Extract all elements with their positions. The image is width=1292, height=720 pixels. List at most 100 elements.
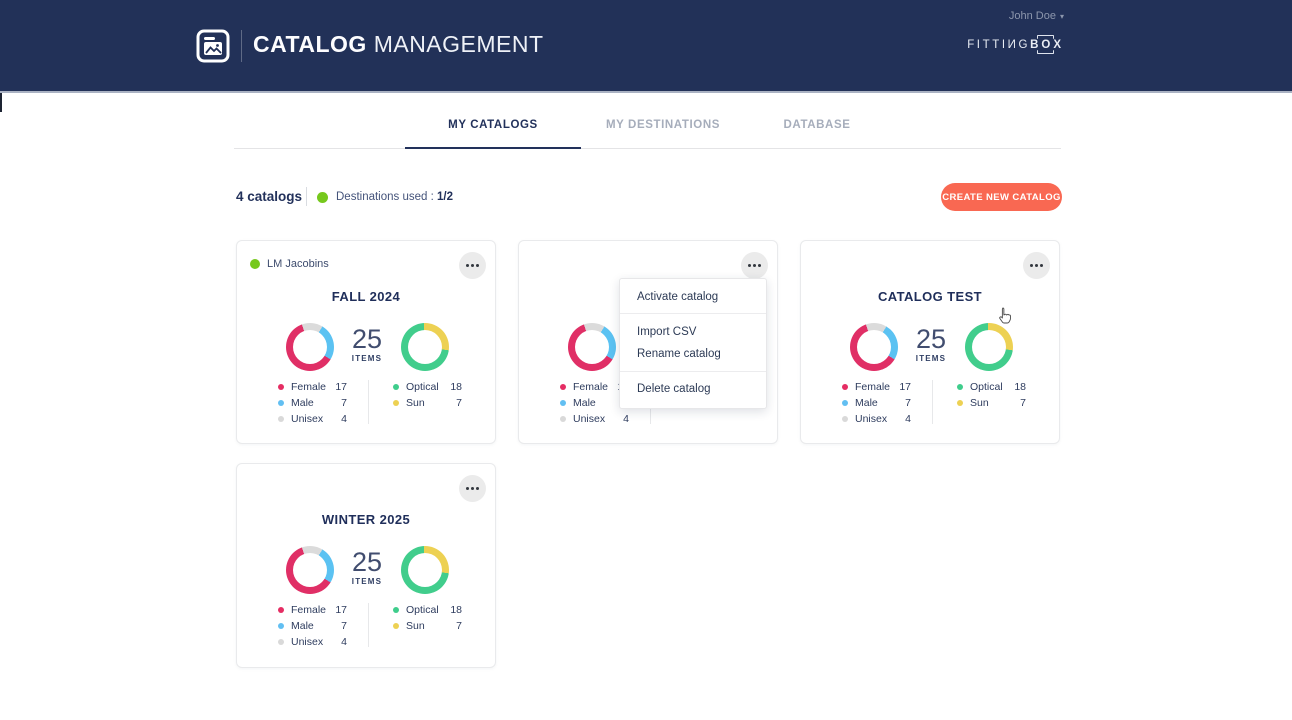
active-status-dot: [250, 259, 260, 269]
gender-donut-chart: [850, 323, 898, 371]
catalog-card-fall-2024[interactable]: LM Jacobins FALL 2024 25 ITEMS Female 17 …: [236, 240, 496, 444]
catalog-count: 4 catalogs: [236, 189, 303, 204]
legend-row-unisex: Unisex 4: [278, 411, 347, 427]
card-menu-button[interactable]: [459, 252, 486, 279]
optical-dot: [393, 607, 399, 613]
menu-item-delete-catalog[interactable]: Delete catalog: [637, 383, 711, 395]
frame-type-donut-chart: [401, 323, 449, 371]
sun-dot: [393, 623, 399, 629]
card-context-menu: Activate catalog Import CSV Rename catal…: [619, 278, 767, 409]
legend-row-unisex: Unisex 4: [842, 411, 911, 427]
menu-item-import-csv[interactable]: Import CSV: [637, 326, 697, 338]
page-title: CATALOG MANAGEMENT: [253, 31, 544, 58]
catalog-title: FALL 2024: [331, 289, 401, 304]
items-count-block: 25 ITEMS: [904, 325, 958, 363]
items-count: 25: [351, 324, 383, 354]
optical-dot: [957, 384, 963, 390]
menu-divider: [620, 313, 766, 314]
header-divider: [241, 30, 242, 62]
male-dot: [842, 400, 848, 406]
destinations-used-label: Destinations used : 1/2: [336, 191, 454, 203]
items-label: ITEMS: [351, 577, 383, 586]
legend-divider: [368, 380, 369, 424]
items-label: ITEMS: [915, 354, 947, 363]
legend-divider: [368, 603, 369, 647]
sun-dot: [957, 400, 963, 406]
optical-dot: [393, 384, 399, 390]
tab-my-catalogs[interactable]: MY CATALOGS: [448, 119, 538, 131]
toolbar-divider: [306, 187, 307, 206]
sun-dot: [393, 400, 399, 406]
gender-donut-chart: [286, 323, 334, 371]
female-dot: [278, 607, 284, 613]
unisex-dot: [278, 416, 284, 422]
catalog-card-winter-2025[interactable]: WINTER 2025 25 ITEMS Female 17 Male 7 Unis…: [236, 463, 496, 668]
male-dot: [560, 400, 566, 406]
fittingbox-brand-logo: FITTIИGBOX: [967, 35, 1063, 54]
tabs-baseline: [234, 148, 1061, 149]
active-tab-underline: [405, 147, 581, 149]
card-menu-button[interactable]: [459, 475, 486, 502]
frame-type-donut-chart: [965, 323, 1013, 371]
female-dot: [278, 384, 284, 390]
catalog-card-catalog-test[interactable]: CATALOG TEST 25 ITEMS Female 17 Male 7 Uni…: [800, 240, 1060, 444]
male-dot: [278, 400, 284, 406]
items-count: 25: [351, 547, 383, 577]
tab-my-destinations[interactable]: MY DESTINATIONS: [606, 119, 720, 131]
catalog-title: WINTER 2025: [321, 512, 411, 527]
brand-b: B: [1030, 39, 1041, 51]
items-count-block: 25 ITEMS: [340, 325, 394, 363]
window-edge-artifact: [0, 93, 2, 112]
brand-x: X: [1053, 39, 1063, 51]
destinations-status-dot: [317, 191, 328, 203]
catalog-destination-label: LM Jacobins: [267, 258, 329, 270]
brand-fitting: FITTIИG: [967, 39, 1031, 51]
legend-row-unisex: Unisex 4: [560, 411, 629, 427]
unisex-dot: [278, 639, 284, 645]
female-dot: [560, 384, 566, 390]
legend-divider: [932, 380, 933, 424]
chevron-down-icon: ▾: [1059, 12, 1064, 21]
menu-item-activate-catalog[interactable]: Activate catalog: [637, 291, 719, 303]
gender-donut-chart: [286, 546, 334, 594]
menu-item-rename-catalog[interactable]: Rename catalog: [637, 348, 721, 360]
male-dot: [278, 623, 284, 629]
tab-database[interactable]: DATABASE: [783, 119, 851, 131]
destinations-used-value: 1/2: [437, 191, 454, 203]
page-title-bold: CATALOG: [253, 31, 367, 57]
unisex-dot: [842, 416, 848, 422]
female-dot: [842, 384, 848, 390]
items-count-block: 25 ITEMS: [340, 548, 394, 586]
legend-row-unisex: Unisex 4: [278, 634, 347, 650]
card-menu-button[interactable]: [1023, 252, 1050, 279]
catalog-app-logo-icon: [196, 29, 230, 63]
frame-type-donut-chart: [401, 546, 449, 594]
brand-o-box-icon: O: [1037, 35, 1055, 54]
destinations-used-status: Destinations used : 1/2: [317, 191, 453, 203]
items-count: 25: [915, 324, 947, 354]
card-menu-button[interactable]: [741, 252, 768, 279]
create-new-catalog-button[interactable]: CREATE NEW CATALOG: [941, 183, 1062, 211]
user-name: John Doe: [1008, 10, 1056, 22]
user-account-menu[interactable]: John Doe ▾: [1009, 10, 1064, 22]
app-header: CATALOG MANAGEMENT John Doe ▾ FITTIИGBOX: [0, 0, 1292, 93]
catalog-active-badge: LM Jacobins: [250, 258, 329, 270]
page-title-light: MANAGEMENT: [373, 31, 544, 57]
